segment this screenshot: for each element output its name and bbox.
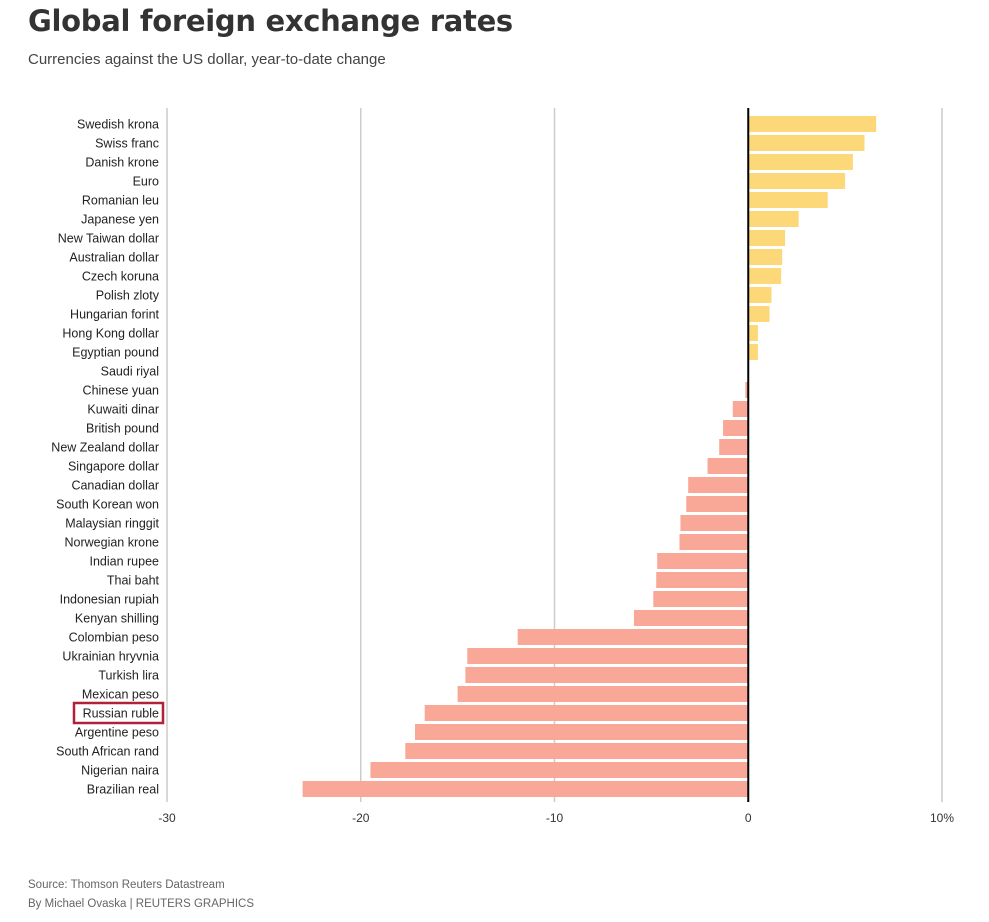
x-tick-label: -10 (546, 811, 564, 825)
category-label: New Zealand dollar (51, 441, 159, 455)
bar (688, 477, 749, 493)
bar-chart: Swedish krona Swiss franc Danish krone Euro… (51, 108, 954, 825)
bar (467, 648, 749, 664)
category-label: Nigerian naira (81, 764, 159, 778)
category-label: Egyptian pound (72, 346, 159, 360)
bar (748, 154, 853, 170)
category-label: South Korean won (56, 498, 159, 512)
bar (653, 591, 749, 607)
x-tick-label: -20 (352, 811, 370, 825)
category-label: Swedish krona (77, 118, 159, 132)
category-label: Australian dollar (69, 251, 159, 265)
category-label: New Taiwan dollar (58, 232, 159, 246)
bar (405, 743, 749, 759)
bar (748, 344, 758, 360)
bar (686, 496, 749, 512)
bar (748, 211, 799, 227)
bar (745, 382, 749, 398)
bar (723, 420, 749, 436)
category-label: Turkish lira (98, 669, 159, 683)
category-label: Euro (133, 175, 159, 189)
x-tick-label: -30 (158, 811, 176, 825)
bar (657, 553, 749, 569)
x-tick-label: 10% (930, 811, 954, 825)
bar (732, 401, 749, 417)
category-label: Mexican peso (82, 688, 159, 702)
bar (680, 515, 749, 531)
category-label: Indonesian rupiah (60, 593, 159, 607)
bar (707, 458, 749, 474)
bars (302, 116, 877, 797)
category-label: Chinese yuan (83, 384, 159, 398)
bar (457, 686, 749, 702)
bar (748, 268, 782, 284)
category-label: Norwegian krone (65, 536, 160, 550)
category-label: Swiss franc (95, 137, 159, 151)
x-axis-ticks: -30 -20 -10 0 10% (158, 811, 954, 825)
bar (370, 762, 749, 778)
category-label: Czech koruna (82, 270, 159, 284)
bar (748, 192, 828, 208)
bar (302, 781, 749, 797)
category-label: Thai baht (107, 574, 160, 588)
category-label: Argentine peso (75, 726, 159, 740)
category-label: Saudi riyal (101, 365, 159, 379)
bar (748, 287, 772, 303)
bar (424, 705, 749, 721)
bar (748, 173, 846, 189)
category-label: Ukrainian hryvnia (62, 650, 159, 664)
bar (465, 667, 749, 683)
chart-title: Global foreign exchange rates (28, 4, 513, 38)
category-label: Hong Kong dollar (62, 327, 159, 341)
source-note: Source: Thomson Reuters Datastream (28, 879, 225, 891)
bar (633, 610, 749, 626)
bar (748, 249, 783, 265)
bar (719, 439, 749, 455)
bar (748, 116, 877, 132)
bar (748, 135, 865, 151)
category-label: Danish krone (85, 156, 159, 170)
bar (679, 534, 749, 550)
category-label: Russian ruble (83, 707, 159, 721)
category-label: South African rand (56, 745, 159, 759)
category-label: British pound (86, 422, 159, 436)
category-label: Indian rupee (89, 555, 159, 569)
category-label: Polish zloty (96, 289, 160, 303)
bar (517, 629, 749, 645)
bar (748, 325, 758, 341)
category-label: Brazilian real (87, 783, 159, 797)
category-label: Colombian peso (69, 631, 159, 645)
bar (415, 724, 749, 740)
category-label: Malaysian ringgit (65, 517, 159, 531)
bar (748, 230, 786, 246)
category-label: Japanese yen (81, 213, 159, 227)
category-label: Kenyan shilling (75, 612, 159, 626)
x-tick-label: 0 (745, 811, 752, 825)
highlight-box (72, 701, 165, 725)
category-label: Singapore dollar (68, 460, 159, 474)
chart-subtitle: Currencies against the US dollar, year-t… (28, 51, 386, 68)
category-label: Kuwaiti dinar (87, 403, 159, 417)
bar (748, 306, 770, 322)
category-label: Hungarian forint (70, 308, 159, 322)
credit-note: By Michael Ovaska | REUTERS GRAPHICS (28, 898, 255, 910)
category-labels: Swedish krona Swiss franc Danish krone Euro… (51, 118, 159, 797)
category-label: Canadian dollar (71, 479, 159, 493)
gridlines (166, 108, 943, 802)
bar (656, 572, 749, 588)
category-label: Romanian leu (82, 194, 159, 208)
